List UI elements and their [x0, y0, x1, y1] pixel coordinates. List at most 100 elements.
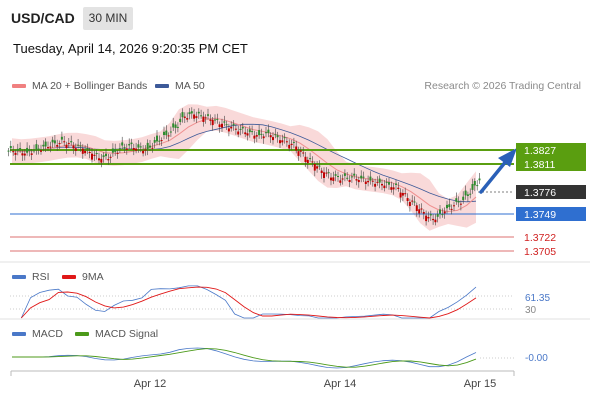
candle-body	[114, 149, 117, 152]
candle-body	[290, 143, 293, 145]
candle-body	[292, 141, 295, 143]
level-label-support: 1.3749	[516, 207, 586, 221]
candle-body	[299, 150, 302, 152]
level-label-last: 1.3776	[516, 185, 586, 199]
candle-body	[95, 153, 98, 154]
candle-body	[397, 187, 400, 189]
candle-body	[44, 141, 47, 147]
candle-body	[40, 150, 42, 152]
candle-body	[230, 126, 233, 129]
candle-body	[14, 152, 17, 155]
chart-datetime: Tuesday, April 14, 2026 9:20:35 PM CET	[13, 41, 248, 56]
candle-body	[93, 154, 96, 156]
legend-item-9ma: 9MA	[62, 271, 104, 283]
candle-body	[446, 204, 448, 209]
candle-body	[265, 132, 267, 134]
arrow-shaft	[479, 158, 509, 194]
candle-body	[341, 178, 344, 180]
candle-body	[188, 112, 191, 115]
candle-body	[105, 153, 107, 157]
forecast-arrow	[479, 148, 517, 194]
candle-body	[146, 142, 149, 150]
macd-signal-line	[12, 348, 477, 368]
candle-body	[339, 180, 342, 183]
candle-body	[309, 158, 312, 160]
candle-body	[51, 139, 54, 143]
candle-body	[283, 137, 286, 139]
candle-body	[86, 148, 89, 149]
candle-body	[378, 178, 381, 183]
candle-body	[337, 176, 339, 177]
candle-body	[116, 152, 119, 154]
candle-body	[81, 148, 84, 154]
candle-body	[346, 177, 349, 179]
candle-body	[223, 121, 226, 123]
candle-body	[401, 193, 404, 196]
candle-body	[450, 208, 453, 210]
candle-body	[197, 111, 200, 114]
candle-body	[404, 193, 407, 195]
candle-body	[56, 145, 59, 147]
candle-body	[174, 124, 177, 128]
candle-body	[357, 180, 360, 183]
candle-body	[258, 130, 261, 136]
candle-body	[98, 158, 100, 161]
candle-body	[153, 140, 156, 143]
candle-body	[88, 152, 91, 153]
candle-body	[158, 140, 161, 142]
legend-label-9ma: 9MA	[82, 271, 104, 283]
candle-body	[100, 158, 103, 163]
candle-body	[381, 184, 383, 186]
candle-body	[415, 205, 418, 211]
candle-body	[42, 144, 45, 147]
candle-body	[457, 201, 460, 203]
candle-body	[9, 146, 12, 149]
level-text-support: 1.3749	[524, 209, 556, 221]
level-label-r1: 1.3827	[516, 143, 586, 157]
candle-body	[132, 148, 135, 150]
candle-body	[323, 172, 325, 178]
candle-body	[111, 148, 114, 153]
candle-body	[418, 209, 421, 214]
candle-body	[388, 182, 390, 185]
candle-body	[362, 176, 365, 178]
x-tick-label-apr15: Apr 15	[464, 378, 496, 390]
candle-body	[276, 135, 279, 138]
candle-body	[471, 184, 474, 190]
candle-body	[390, 187, 393, 190]
ma50-swatch	[155, 84, 169, 88]
legend-item-ma50: MA 50	[155, 80, 205, 92]
candle-body	[334, 174, 337, 176]
candle-body	[332, 177, 335, 181]
x-tick-label-apr12: Apr 12	[134, 378, 166, 390]
candle-body	[327, 172, 330, 174]
candle-body	[432, 218, 435, 221]
candle-body	[91, 153, 93, 160]
candle-body	[218, 124, 221, 127]
candle-body	[123, 147, 126, 149]
candle-body	[169, 131, 172, 133]
candle-body	[411, 200, 414, 202]
candle-body	[12, 151, 15, 153]
interval-badge[interactable]: 30 MIN	[83, 7, 133, 30]
candle-body	[260, 133, 263, 135]
candle-body	[16, 148, 19, 151]
ma20-line	[11, 117, 477, 213]
candle-body	[144, 149, 147, 151]
candle-body	[443, 211, 446, 214]
level-text-t2: 1.3705	[524, 246, 556, 258]
candle-body	[49, 146, 52, 148]
level-box-r2	[516, 157, 586, 171]
legend-label-ma50: MA 50	[175, 80, 205, 92]
candle-body	[343, 173, 346, 176]
candle-body	[313, 164, 316, 171]
candle-body	[53, 140, 56, 144]
candle-body	[459, 203, 462, 205]
candle-body	[466, 194, 469, 196]
candle-body	[255, 135, 258, 137]
legend-label-ma20: MA 20 + Bollinger Bands	[32, 80, 148, 92]
candle-body	[304, 156, 307, 162]
candle-body	[279, 140, 281, 144]
level-box-r1	[516, 143, 586, 157]
